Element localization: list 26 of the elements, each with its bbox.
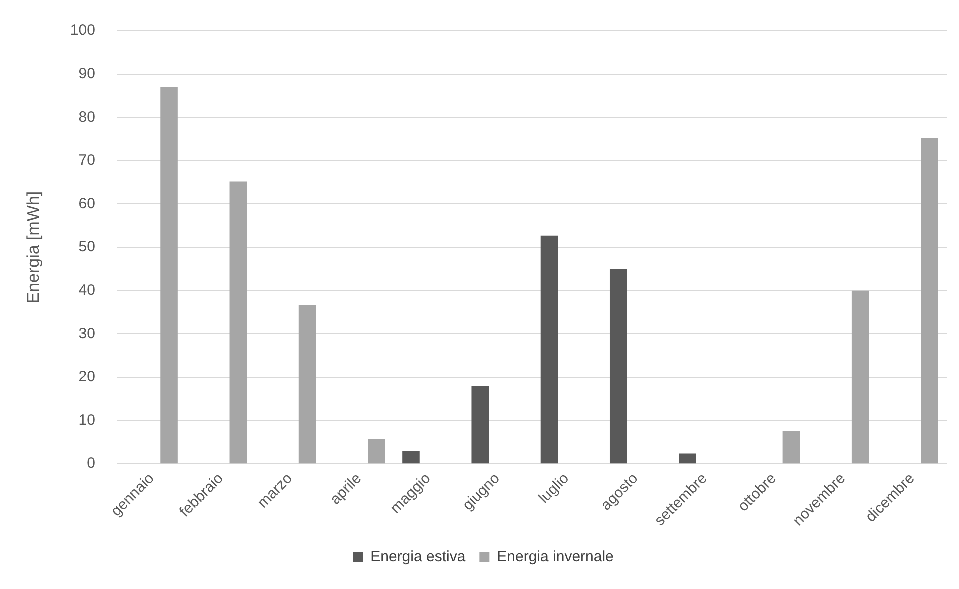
y-tick-label: 10 <box>78 412 96 429</box>
y-tick-label: 90 <box>78 65 96 82</box>
y-axis-title: Energia [mWh] <box>24 191 43 304</box>
bar <box>160 87 178 464</box>
bar <box>852 290 870 464</box>
bar <box>610 269 628 464</box>
bar <box>540 236 558 464</box>
y-tick-label: 50 <box>78 238 96 256</box>
bar <box>298 305 316 464</box>
bar <box>368 438 386 464</box>
y-tick-label: 100 <box>70 22 96 40</box>
y-tick-label: 70 <box>78 152 96 170</box>
y-tick-label: 30 <box>78 325 96 342</box>
bar <box>472 386 490 464</box>
y-tick-label: 80 <box>78 108 96 126</box>
legend-label: Energia estiva <box>370 548 466 566</box>
y-tick-label: 0 <box>87 455 96 472</box>
y-tick-label: 40 <box>78 282 96 300</box>
legend-label: Energia invernale <box>497 548 614 566</box>
y-tick-label: 60 <box>78 195 96 212</box>
bar <box>230 182 248 464</box>
bar <box>921 138 938 464</box>
bar <box>402 451 420 464</box>
bar <box>782 431 800 464</box>
y-tick-label: 20 <box>78 368 96 386</box>
bar <box>679 454 696 464</box>
